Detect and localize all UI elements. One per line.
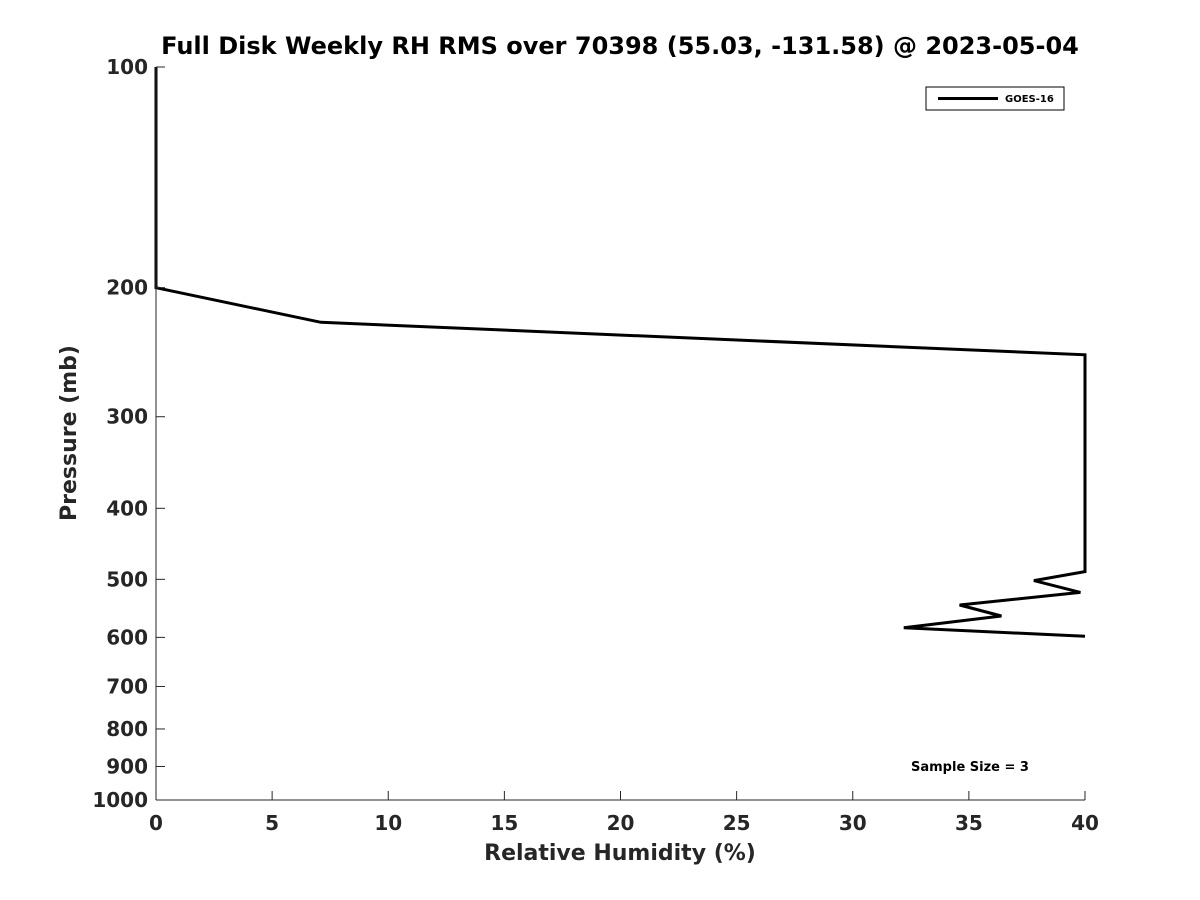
x-tick-label: 0: [149, 811, 163, 835]
x-axis-label: Relative Humidity (%): [484, 841, 756, 866]
legend: GOES-16: [925, 86, 1065, 111]
x-tick-label: 25: [723, 811, 751, 835]
y-tick-label: 800: [106, 717, 148, 741]
x-tick-label: 30: [839, 811, 867, 835]
x-tick-label: 40: [1071, 811, 1099, 835]
y-tick-label: 200: [106, 276, 148, 300]
y-tick-label: 900: [106, 754, 148, 778]
y-tick-label: 500: [106, 567, 148, 591]
x-tick-label: 10: [374, 811, 402, 835]
legend-label-goes-16: GOES-16: [1005, 94, 1054, 105]
chart-title: Full Disk Weekly RH RMS over 70398 (55.0…: [161, 32, 1079, 60]
y-axis-label: Pressure (mb): [57, 345, 82, 521]
x-ticks: 0 5 10 15 20 25 30 35 40: [149, 791, 1099, 835]
x-tick-label: 20: [607, 811, 635, 835]
x-tick-label: 15: [490, 811, 518, 835]
y-tick-label: 600: [106, 625, 148, 649]
x-tick-label: 35: [955, 811, 983, 835]
y-tick-label: 400: [106, 496, 148, 520]
x-tick-label: 5: [265, 811, 279, 835]
plot-area: [154, 67, 1087, 638]
series-line-goes-16: [154, 67, 1087, 638]
y-tick-label: 700: [106, 674, 148, 698]
y-tick-label: 1000: [92, 788, 148, 812]
y-ticks: 100 200 300 400 500 600 700 800 900 1000: [92, 55, 165, 812]
y-tick-label: 100: [106, 55, 148, 79]
sample-size-annotation: Sample Size = 3: [911, 760, 1029, 775]
axes: [155, 67, 1085, 801]
y-tick-label: 300: [106, 405, 148, 429]
